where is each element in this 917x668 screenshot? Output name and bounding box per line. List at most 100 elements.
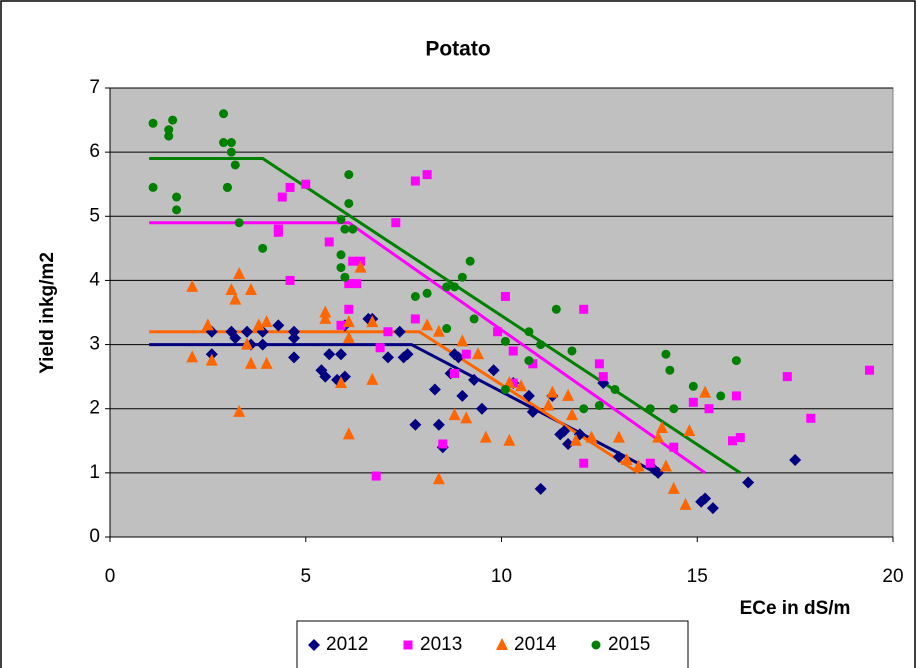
point: [348, 224, 358, 234]
point: [565, 408, 578, 421]
point: [168, 115, 178, 125]
point: [381, 351, 394, 364]
point: [410, 291, 420, 301]
point: [410, 176, 420, 186]
legend-marker: [308, 639, 320, 651]
y-tick-label: 3: [89, 334, 100, 355]
point: [285, 275, 295, 285]
point: [472, 347, 485, 360]
point: [508, 378, 518, 388]
y-tick-label: 5: [89, 205, 100, 226]
point: [234, 218, 244, 228]
y-tick-label: 0: [89, 526, 100, 547]
point: [244, 356, 257, 369]
point: [661, 349, 671, 359]
point: [598, 372, 608, 382]
point: [438, 439, 448, 449]
legend: [296, 620, 689, 668]
point: [233, 267, 246, 280]
point: [410, 314, 420, 324]
point: [579, 404, 589, 414]
point: [172, 192, 182, 202]
point: [524, 356, 534, 366]
point: [421, 318, 434, 331]
point: [524, 327, 534, 337]
point: [277, 192, 287, 202]
plot-area: [109, 87, 894, 538]
point: [186, 279, 199, 292]
point: [428, 383, 441, 396]
point: [229, 292, 242, 305]
point: [366, 315, 379, 328]
point: [699, 492, 712, 505]
point: [579, 458, 589, 468]
point: [456, 334, 469, 347]
point: [148, 118, 158, 128]
point: [806, 413, 816, 423]
point: [401, 348, 414, 361]
point: [164, 125, 174, 135]
point: [475, 402, 488, 415]
point: [683, 424, 696, 437]
point: [699, 385, 712, 398]
point: [612, 450, 625, 463]
point: [226, 147, 236, 157]
point: [201, 318, 214, 331]
point: [667, 481, 680, 494]
x-tick-label: 5: [300, 566, 311, 587]
point: [450, 368, 460, 378]
point: [344, 198, 354, 208]
point: [716, 391, 726, 401]
legend-marker: [591, 640, 601, 650]
point: [562, 388, 575, 401]
legend-label: 2012: [326, 634, 368, 655]
point: [272, 319, 285, 332]
point: [442, 282, 452, 292]
legend-label: 2015: [608, 634, 650, 655]
point: [706, 502, 719, 515]
point: [164, 131, 174, 141]
point: [468, 373, 481, 386]
point: [450, 282, 460, 292]
point: [205, 353, 218, 366]
point: [569, 433, 582, 446]
point: [219, 109, 229, 119]
point: [479, 430, 492, 443]
point: [542, 398, 555, 411]
y-tick-label: 1: [89, 462, 100, 483]
point: [409, 418, 422, 431]
point: [558, 425, 571, 438]
point: [461, 349, 471, 359]
point: [865, 365, 875, 375]
x-tick-label: 0: [105, 566, 116, 587]
point: [393, 325, 406, 338]
y-tick-label: 7: [89, 77, 100, 98]
point: [371, 471, 381, 481]
point: [448, 408, 461, 421]
point: [665, 365, 675, 375]
point: [348, 256, 358, 266]
point: [252, 318, 265, 331]
x-tick-label: 10: [491, 566, 512, 587]
point: [342, 315, 355, 328]
point: [230, 160, 240, 170]
point: [334, 376, 347, 389]
point: [422, 288, 432, 298]
point: [645, 404, 655, 414]
point: [336, 263, 346, 273]
point: [172, 205, 182, 215]
point: [503, 433, 516, 446]
point: [219, 138, 229, 148]
legend-marker: [496, 638, 508, 650]
point: [324, 237, 334, 247]
point: [432, 472, 445, 485]
point: [273, 224, 283, 234]
point: [340, 272, 350, 282]
point: [241, 337, 254, 350]
point: [534, 482, 547, 495]
y-axis-label: Yield inkg/m2: [37, 252, 58, 374]
point: [579, 304, 589, 314]
point: [342, 427, 355, 440]
point: [222, 182, 232, 192]
